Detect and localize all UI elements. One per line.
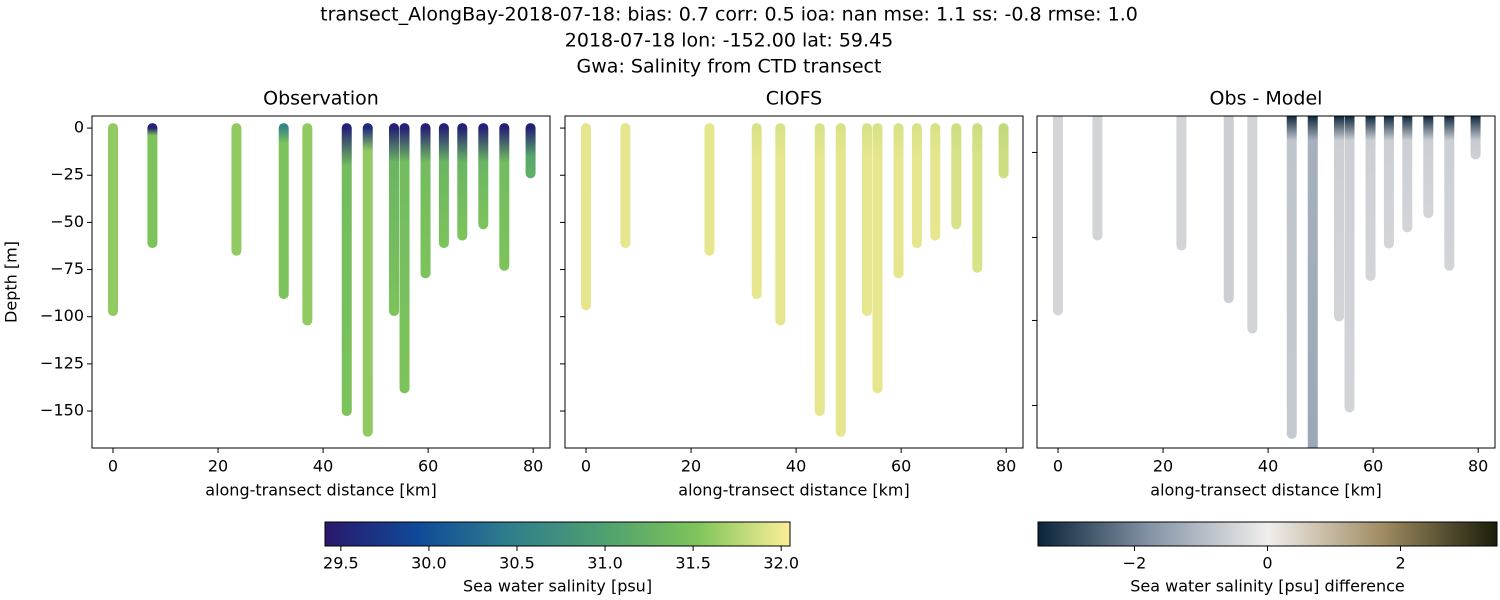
y-tick-label: −50 xyxy=(50,212,84,231)
x-tick-label: 0 xyxy=(581,457,591,476)
y-tick-label: −75 xyxy=(50,259,84,278)
panel-title: Obs - Model xyxy=(1210,88,1323,110)
colorbar xyxy=(324,521,791,547)
panel-title: Observation xyxy=(263,88,379,110)
y-tick-label: 0 xyxy=(74,118,84,137)
axes-frame xyxy=(91,115,551,449)
panel-title: CIOFS xyxy=(766,88,822,110)
figure-title: transect_AlongBay-2018-07-18: bias: 0.7 … xyxy=(320,4,1138,26)
x-tick-label: 80 xyxy=(996,457,1016,476)
colorbar-tick-label: 30.5 xyxy=(499,554,535,573)
x-tick-label: 60 xyxy=(1363,457,1383,476)
y-axis-label: Depth [m] xyxy=(2,241,21,323)
x-tick-label: 20 xyxy=(1153,457,1173,476)
colorbar-tick-label: −2 xyxy=(1123,554,1147,573)
x-tick-label: 80 xyxy=(1468,457,1488,476)
y-tick-label: −25 xyxy=(50,165,84,184)
colorbar-tick-label: 32.0 xyxy=(763,554,799,573)
colorbar-tick-label: 30.0 xyxy=(411,554,447,573)
x-tick-label: 0 xyxy=(108,457,118,476)
colorbar-tick-label: 2 xyxy=(1395,554,1405,573)
colorbar-tick-label: 0 xyxy=(1262,554,1272,573)
x-tick-label: 40 xyxy=(786,457,806,476)
y-tick-label: −100 xyxy=(40,306,84,325)
colorbar xyxy=(1037,521,1498,547)
x-tick-label: 0 xyxy=(1053,457,1063,476)
colorbar-tick-label: 31.5 xyxy=(675,554,711,573)
y-tick-label: −125 xyxy=(40,353,84,372)
plot-area xyxy=(581,123,1009,437)
axes-frame xyxy=(1036,115,1496,449)
y-tick-label: −150 xyxy=(40,401,84,420)
x-axis-label: along-transect distance [km] xyxy=(205,481,436,500)
figure-title: Gwa: Salinity from CTD transect xyxy=(577,56,882,78)
x-tick-label: 80 xyxy=(523,457,543,476)
x-tick-label: 20 xyxy=(681,457,701,476)
colorbar-label: Sea water salinity [psu] difference xyxy=(1130,577,1405,596)
x-axis-label: along-transect distance [km] xyxy=(678,481,909,500)
plot-area xyxy=(1053,116,1481,448)
colorbar-tick-label: 31.0 xyxy=(587,554,623,573)
axes-frame xyxy=(564,115,1024,449)
x-tick-label: 60 xyxy=(418,457,438,476)
x-tick-label: 60 xyxy=(891,457,911,476)
colorbar-label: Sea water salinity [psu] xyxy=(463,577,652,596)
x-axis-label: along-transect distance [km] xyxy=(1150,481,1381,500)
x-tick-label: 40 xyxy=(1258,457,1278,476)
plot-area xyxy=(108,123,536,437)
x-tick-label: 20 xyxy=(208,457,228,476)
x-tick-label: 40 xyxy=(313,457,333,476)
figure-title: 2018-07-18 lon: -152.00 lat: 59.45 xyxy=(565,30,893,52)
colorbar-tick-label: 29.5 xyxy=(323,554,359,573)
